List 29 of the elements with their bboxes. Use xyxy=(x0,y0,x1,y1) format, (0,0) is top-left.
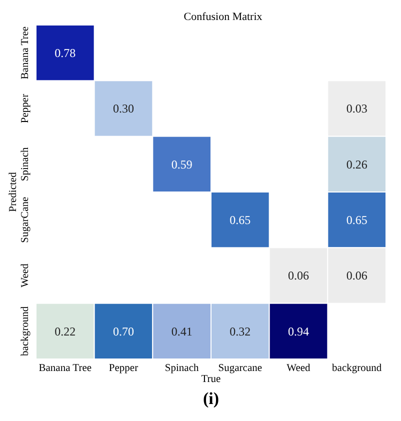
data-label: 0.26 xyxy=(346,157,368,172)
data-label: 0.78 xyxy=(54,46,76,60)
data-label: 0.22 xyxy=(54,324,76,338)
data-label: 0.03 xyxy=(346,102,368,116)
x-tick-label: Pepper xyxy=(108,363,139,374)
y-tick-label: Weed xyxy=(20,262,31,288)
y-tick-label: Spinach xyxy=(20,146,31,182)
data-label: 0.30 xyxy=(113,102,134,116)
data-label: 0.59 xyxy=(171,157,192,172)
y-tick-label: Pepper xyxy=(20,93,31,124)
x-tick-label: Spinach xyxy=(164,363,200,374)
y-tick-label: Banana Tree xyxy=(20,26,31,80)
data-label: 0.70 xyxy=(113,324,134,338)
x-tick-label: background xyxy=(332,363,382,374)
data-label: 0.94 xyxy=(288,324,309,338)
x-axis-title: True xyxy=(201,374,222,385)
data-label: 0.06 xyxy=(346,268,368,283)
data-label: 0.65 xyxy=(230,213,251,228)
x-tick-label: Weed xyxy=(286,363,312,374)
y-axis-title: Predicted xyxy=(8,171,19,212)
x-tick-label: Sugarcane xyxy=(218,363,262,374)
chart-title: Confusion Matrix xyxy=(184,11,263,23)
data-label: 0.41 xyxy=(171,324,192,338)
x-tick-label: Banana Tree xyxy=(38,363,92,374)
data-label: 0.65 xyxy=(346,213,368,228)
data-label: 0.32 xyxy=(230,324,251,338)
y-tick-label: SugarCane xyxy=(20,196,31,243)
data-label: 0.06 xyxy=(288,268,309,283)
text: (i) xyxy=(202,389,220,408)
